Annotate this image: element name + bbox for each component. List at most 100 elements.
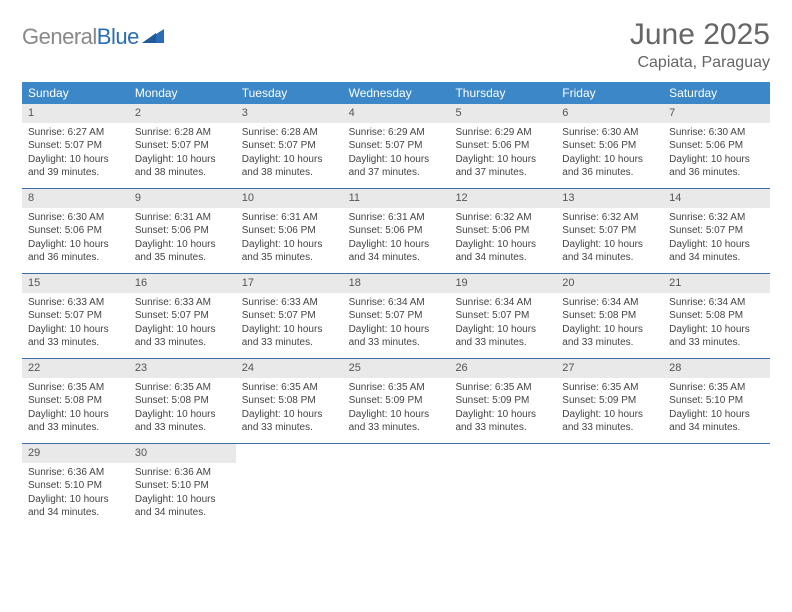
day-number: 19	[449, 274, 556, 293]
sunrise-text: Sunrise: 6:35 AM	[28, 381, 123, 395]
day-cell: 6 Sunrise: 6:30 AMSunset: 5:06 PMDaylight…	[556, 104, 663, 188]
daylight-text: Daylight: 10 hours and 34 minutes.	[349, 238, 444, 265]
day-cell: 23 Sunrise: 6:35 AMSunset: 5:08 PMDayligh…	[129, 359, 236, 443]
sunrise-text: Sunrise: 6:35 AM	[562, 381, 657, 395]
day-cell: 24Sunrise: 6:35 AMSunset: 5:08 PMDayligh…	[236, 359, 343, 443]
day-number: 18	[343, 274, 450, 293]
day-header: Monday	[129, 82, 236, 104]
day-content: Sunrise: 6:34 AMSunset: 5:07 PMDaylight:…	[449, 295, 556, 355]
day-cell: 3Sunrise: 6:28 AMSunset: 5:07 PMDaylight…	[236, 104, 343, 188]
week-row: 8 Sunrise: 6:30 AMSunset: 5:06 PMDaylight…	[22, 189, 770, 274]
day-number: 20	[556, 274, 663, 293]
day-cell: 4Sunrise: 6:29 AMSunset: 5:07 PMDaylight…	[343, 104, 450, 188]
day-number: 23	[129, 359, 236, 378]
sunrise-text: Sunrise: 6:31 AM	[349, 211, 444, 225]
day-number: 6	[556, 104, 663, 123]
sunset-text: Sunset: 5:06 PM	[562, 139, 657, 153]
daylight-text: Daylight: 10 hours and 33 minutes.	[135, 323, 230, 350]
week-row: 22Sunrise: 6:35 AMSunset: 5:08 PMDayligh…	[22, 359, 770, 444]
day-cell: 16 Sunrise: 6:33 AMSunset: 5:07 PMDayligh…	[129, 274, 236, 358]
sunrise-text: Sunrise: 6:33 AM	[242, 296, 337, 310]
day-content: Sunrise: 6:32 AMSunset: 5:07 PMDaylight:…	[663, 210, 770, 270]
day-cell: 8 Sunrise: 6:30 AMSunset: 5:06 PMDaylight…	[22, 189, 129, 273]
daylight-text: Daylight: 10 hours and 33 minutes.	[455, 408, 550, 435]
sunrise-text: Sunrise: 6:34 AM	[669, 296, 764, 310]
day-cell	[236, 444, 343, 528]
day-content: Sunrise: 6:32 AMSunset: 5:07 PMDaylight:…	[556, 210, 663, 270]
daylight-text: Daylight: 10 hours and 37 minutes.	[349, 153, 444, 180]
sunset-text: Sunset: 5:07 PM	[349, 139, 444, 153]
day-cell: 10Sunrise: 6:31 AMSunset: 5:06 PMDayligh…	[236, 189, 343, 273]
sunrise-text: Sunrise: 6:28 AM	[135, 126, 230, 140]
day-content: Sunrise: 6:35 AMSunset: 5:09 PMDaylight:…	[449, 380, 556, 440]
day-content: Sunrise: 6:35 AMSunset: 5:08 PMDaylight:…	[236, 380, 343, 440]
day-number: 15	[22, 274, 129, 293]
day-cell: 9Sunrise: 6:31 AMSunset: 5:06 PMDaylight…	[129, 189, 236, 273]
daylight-text: Daylight: 10 hours and 38 minutes.	[242, 153, 337, 180]
title-block: June 2025 Capiata, Paraguay	[630, 18, 770, 72]
sunset-text: Sunset: 5:10 PM	[669, 394, 764, 408]
day-content: Sunrise: 6:35 AMSunset: 5:09 PMDaylight:…	[556, 380, 663, 440]
sunset-text: Sunset: 5:06 PM	[455, 224, 550, 238]
header: GeneralBlue June 2025 Capiata, Paraguay	[22, 18, 770, 72]
day-content: Sunrise: 6:30 AMSunset: 5:06 PMDaylight:…	[556, 125, 663, 185]
day-content: Sunrise: 6:35 AMSunset: 5:08 PMDaylight:…	[129, 380, 236, 440]
day-cell: 25Sunrise: 6:35 AMSunset: 5:09 PMDayligh…	[343, 359, 450, 443]
day-content: Sunrise: 6:33 AMSunset: 5:07 PMDaylight:…	[22, 295, 129, 355]
day-number: 1	[22, 104, 129, 123]
day-content: Sunrise: 6:36 AMSunset: 5:10 PMDaylight:…	[129, 465, 236, 525]
day-number: 11	[343, 189, 450, 208]
daylight-text: Daylight: 10 hours and 34 minutes.	[669, 408, 764, 435]
day-cell: 26 Sunrise: 6:35 AMSunset: 5:09 PMDayligh…	[449, 359, 556, 443]
day-content: Sunrise: 6:30 AMSunset: 5:06 PMDaylight:…	[22, 210, 129, 270]
daylight-text: Daylight: 10 hours and 34 minutes.	[28, 493, 123, 520]
sunset-text: Sunset: 5:06 PM	[135, 224, 230, 238]
day-number: 8	[22, 189, 129, 208]
day-header: Thursday	[449, 82, 556, 104]
sunrise-text: Sunrise: 6:32 AM	[455, 211, 550, 225]
day-cell	[343, 444, 450, 528]
daylight-text: Daylight: 10 hours and 36 minutes.	[669, 153, 764, 180]
sunrise-text: Sunrise: 6:30 AM	[562, 126, 657, 140]
day-cell: 2Sunrise: 6:28 AMSunset: 5:07 PMDaylight…	[129, 104, 236, 188]
day-content: Sunrise: 6:36 AMSunset: 5:10 PMDaylight:…	[22, 465, 129, 525]
day-number: 21	[663, 274, 770, 293]
day-number: 26	[449, 359, 556, 378]
sunrise-text: Sunrise: 6:36 AM	[135, 466, 230, 480]
sunset-text: Sunset: 5:07 PM	[455, 309, 550, 323]
logo: GeneralBlue	[22, 18, 164, 50]
daylight-text: Daylight: 10 hours and 33 minutes.	[669, 323, 764, 350]
day-cell	[449, 444, 556, 528]
sunset-text: Sunset: 5:07 PM	[242, 139, 337, 153]
sunset-text: Sunset: 5:07 PM	[135, 139, 230, 153]
day-cell: 12Sunrise: 6:32 AMSunset: 5:06 PMDayligh…	[449, 189, 556, 273]
day-number: 5	[449, 104, 556, 123]
day-content: Sunrise: 6:29 AMSunset: 5:06 PMDaylight:…	[449, 125, 556, 185]
day-number: 27	[556, 359, 663, 378]
day-number: 12	[449, 189, 556, 208]
day-content: Sunrise: 6:33 AMSunset: 5:07 PMDaylight:…	[129, 295, 236, 355]
sunset-text: Sunset: 5:06 PM	[349, 224, 444, 238]
day-number: 16	[129, 274, 236, 293]
day-number: 29	[22, 444, 129, 463]
daylight-text: Daylight: 10 hours and 34 minutes.	[562, 238, 657, 265]
day-content: Sunrise: 6:31 AMSunset: 5:06 PMDaylight:…	[129, 210, 236, 270]
daylight-text: Daylight: 10 hours and 35 minutes.	[135, 238, 230, 265]
day-number: 17	[236, 274, 343, 293]
day-content: Sunrise: 6:28 AMSunset: 5:07 PMDaylight:…	[236, 125, 343, 185]
day-cell: 20Sunrise: 6:34 AMSunset: 5:08 PMDayligh…	[556, 274, 663, 358]
sunrise-text: Sunrise: 6:35 AM	[135, 381, 230, 395]
sunset-text: Sunset: 5:07 PM	[562, 224, 657, 238]
sunrise-text: Sunrise: 6:34 AM	[455, 296, 550, 310]
sunrise-text: Sunrise: 6:32 AM	[562, 211, 657, 225]
day-content: Sunrise: 6:31 AMSunset: 5:06 PMDaylight:…	[343, 210, 450, 270]
day-cell: 7Sunrise: 6:30 AMSunset: 5:06 PMDaylight…	[663, 104, 770, 188]
daylight-text: Daylight: 10 hours and 39 minutes.	[28, 153, 123, 180]
daylight-text: Daylight: 10 hours and 35 minutes.	[242, 238, 337, 265]
day-cell	[556, 444, 663, 528]
sunrise-text: Sunrise: 6:35 AM	[349, 381, 444, 395]
day-number: 14	[663, 189, 770, 208]
day-header-row: SundayMondayTuesdayWednesdayThursdayFrid…	[22, 82, 770, 104]
daylight-text: Daylight: 10 hours and 34 minutes.	[669, 238, 764, 265]
daylight-text: Daylight: 10 hours and 33 minutes.	[349, 408, 444, 435]
